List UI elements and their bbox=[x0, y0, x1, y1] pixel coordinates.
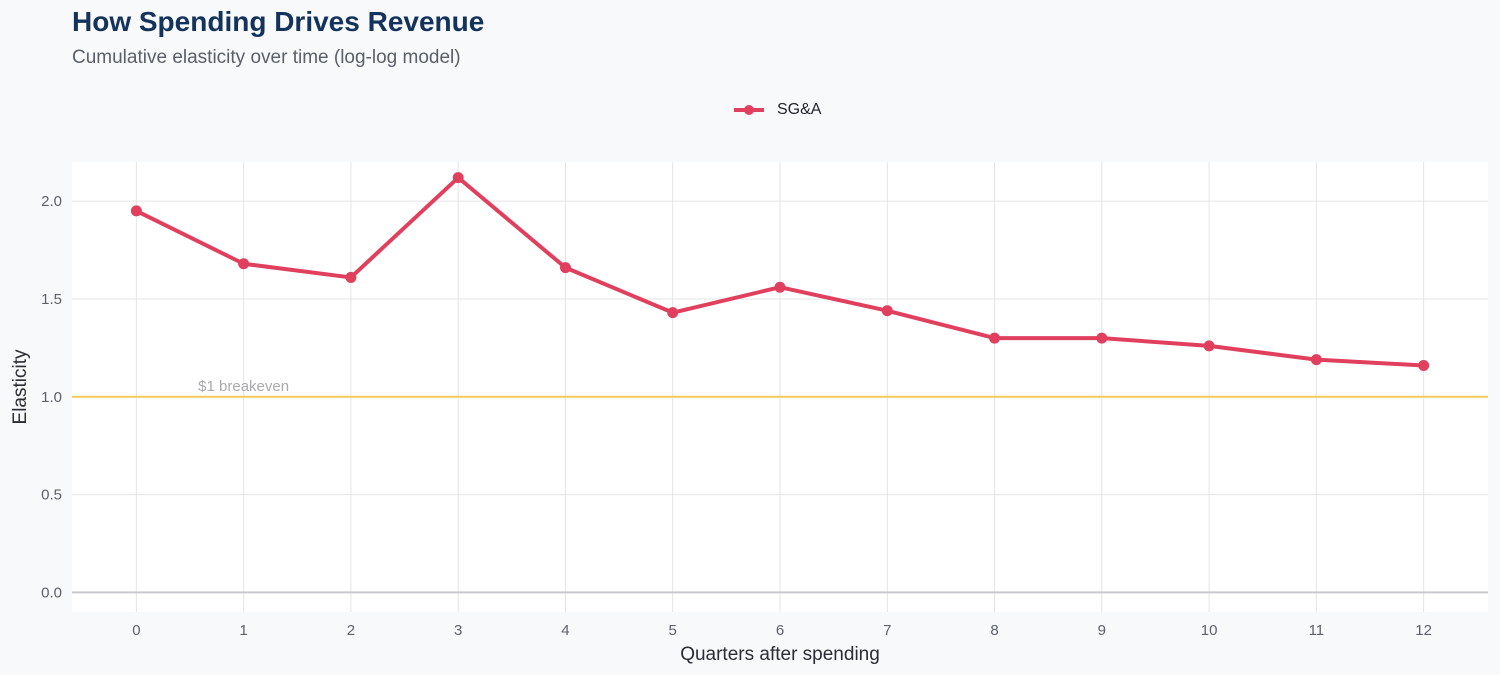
x-tick-label: 0 bbox=[132, 622, 140, 639]
chart-title: How Spending Drives Revenue bbox=[72, 6, 485, 37]
legend-swatch-icon bbox=[734, 105, 764, 115]
x-tick-label: 6 bbox=[776, 622, 784, 639]
data-point bbox=[1418, 359, 1430, 371]
data-point bbox=[774, 281, 786, 293]
data-point bbox=[559, 262, 571, 274]
x-tick-label: 1 bbox=[239, 622, 247, 639]
x-axis: 0 1 2 3 4 5 6 7 8 9 10 11 12 bbox=[132, 622, 1432, 639]
x-tick-label: 9 bbox=[1098, 622, 1106, 639]
x-tick-label: 10 bbox=[1201, 622, 1218, 639]
x-tick-label: 4 bbox=[561, 622, 569, 639]
data-point bbox=[989, 332, 1001, 344]
y-tick-label: 1.5 bbox=[41, 291, 62, 308]
x-tick-label: 12 bbox=[1415, 622, 1432, 639]
y-tick-label: 0.0 bbox=[41, 584, 62, 601]
data-point bbox=[1310, 354, 1322, 366]
y-axis: 0.0 0.5 1.0 1.5 2.0 bbox=[41, 193, 62, 601]
data-point bbox=[881, 305, 893, 317]
data-point bbox=[667, 307, 679, 319]
breakeven-label: $1 breakeven bbox=[198, 378, 289, 395]
data-point bbox=[1096, 332, 1108, 344]
data-point bbox=[130, 205, 142, 217]
x-tick-label: 2 bbox=[347, 622, 355, 639]
legend: SG&A bbox=[733, 99, 821, 121]
y-axis-title: Elasticity bbox=[10, 349, 31, 424]
x-tick-label: 3 bbox=[454, 622, 462, 639]
chart-subtitle: Cumulative elasticity over time (log-log… bbox=[72, 47, 461, 68]
x-tick-label: 7 bbox=[883, 622, 891, 639]
y-tick-label: 2.0 bbox=[41, 193, 62, 210]
x-tick-label: 11 bbox=[1309, 622, 1325, 639]
x-tick-label: 8 bbox=[990, 622, 998, 639]
x-tick-label: 5 bbox=[669, 622, 677, 639]
data-point bbox=[1203, 340, 1215, 352]
data-point bbox=[345, 271, 357, 283]
x-axis-title: Quarters after spending bbox=[680, 644, 880, 665]
series-sga bbox=[130, 172, 1430, 371]
y-tick-label: 0.5 bbox=[41, 487, 62, 504]
data-point bbox=[452, 172, 464, 184]
data-point bbox=[238, 258, 250, 270]
legend-label: SG&A bbox=[777, 101, 822, 118]
y-tick-label: 1.0 bbox=[41, 389, 62, 406]
